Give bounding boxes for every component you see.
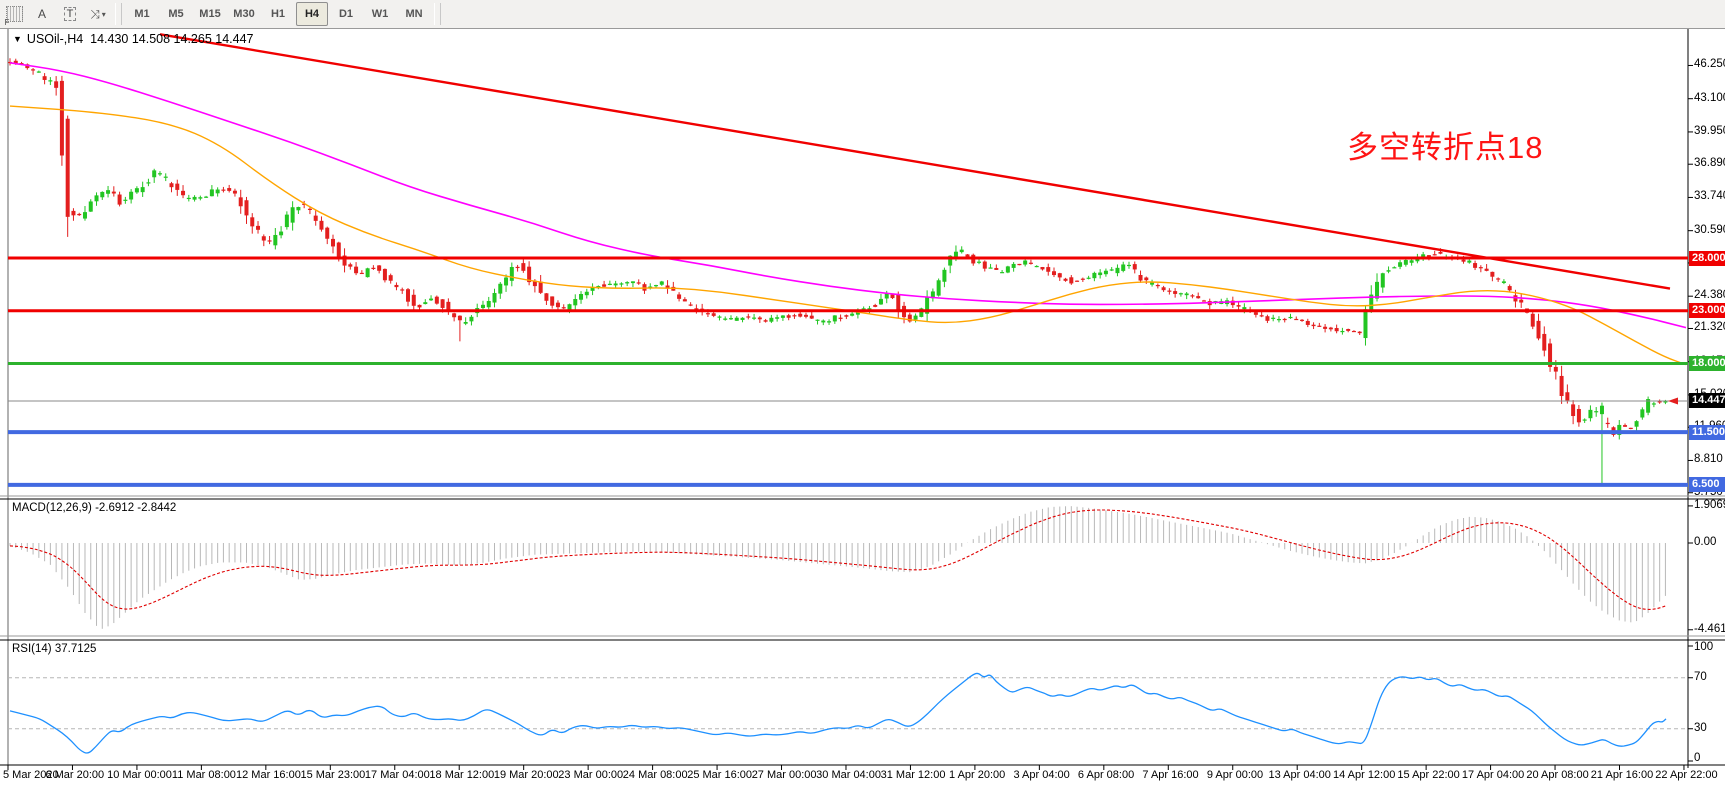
time-axis-label: 11 Mar 08:00	[171, 769, 236, 781]
price-axis-label: 30.590	[1694, 223, 1725, 236]
price-axis-label: 43.100	[1694, 91, 1725, 104]
time-axis-label: 5 Mar 2020	[3, 769, 59, 781]
chevron-down-icon: ▾	[101, 9, 106, 19]
cursor-arrows-icon[interactable]: ⤨ ▾	[90, 6, 106, 21]
chart-grid-icon[interactable]: F	[1, 2, 27, 27]
text-label-icon[interactable]: A	[37, 7, 46, 21]
ohlc-values: 14.430 14.508 14.265 14.447	[90, 32, 254, 46]
time-axis-label: 15 Apr 22:00	[1397, 769, 1460, 781]
timeframe-button-h1[interactable]: H1	[270, 8, 286, 20]
macd-axis-label: 0.00	[1694, 536, 1717, 548]
timeframe-button-mn[interactable]: MN	[405, 8, 423, 20]
time-axis-label: 10 Mar 00:00	[107, 769, 172, 781]
macd-axis-label: -4.4614	[1694, 622, 1725, 635]
timeframe-button-h4[interactable]: H4	[296, 2, 328, 26]
time-axis-label: 19 Mar 20:00	[493, 769, 559, 781]
level-price-badge: 18.000	[1689, 356, 1725, 371]
time-axis-label: 30 Mar 04:00	[816, 769, 881, 781]
toolbar-left-icons: F A T ⤨ ▾	[0, 0, 112, 28]
symbol-name: USOil-,H4	[26, 32, 84, 46]
time-axis-label: 17 Apr 04:00	[1461, 769, 1525, 781]
text-box-icon[interactable]: T	[57, 2, 83, 26]
time-axis-label: 27 Mar 00:00	[751, 769, 817, 781]
time-axis-label: 24 Mar 08:00	[622, 769, 688, 781]
level-price-badge: 6.500	[1689, 477, 1725, 493]
macd-layer	[9, 506, 1666, 629]
timeframe-button-w1[interactable]: W1	[371, 8, 389, 20]
timeframe-buttons: M1 M5 M15 M30 H1 H4 D1 W1 MN	[125, 0, 431, 28]
rsi-axis-label: 100	[1694, 641, 1714, 653]
time-axis-label: 7 Apr 16:00	[1142, 769, 1199, 781]
macd-axis-label: 1.9069	[1694, 498, 1725, 511]
time-axis-label: 17 Mar 04:00	[364, 769, 430, 781]
time-axis-label: 12 Mar 16:00	[236, 769, 301, 781]
rsi-axis-label: 70	[1694, 670, 1707, 683]
time-axis-label: 21 Apr 16:00	[1590, 769, 1654, 781]
chart-text-annotation: 多空转折点18	[1347, 130, 1544, 165]
rsi-layer	[8, 672, 1688, 754]
toolbar: F A T ⤨ ▾ M1 M5 M15 M30 H1 H4 D1 W1 MN	[0, 0, 1725, 29]
price-axis-label: 24.380	[1694, 289, 1725, 302]
time-axis-label: 6 Mar 20:00	[45, 769, 105, 781]
level-price-badge: 11.500	[1689, 424, 1725, 440]
time-axis-label: 15 Mar 23:00	[300, 769, 366, 781]
time-axis-label: 23 Mar 00:00	[558, 769, 624, 781]
time-axis-label: 14 Apr 12:00	[1332, 769, 1396, 781]
price-axis-label: 33.740	[1694, 190, 1725, 203]
time-axis-label: 25 Mar 16:00	[687, 769, 753, 781]
toolbar-separator	[434, 3, 441, 25]
time-axis-label: 6 Apr 08:00	[1077, 769, 1135, 781]
timeframe-button-d1[interactable]: D1	[338, 8, 354, 20]
price-axis-label: 36.890	[1694, 157, 1725, 170]
timeframe-button-m15[interactable]: M15	[199, 8, 221, 20]
time-axis-label: 3 Apr 04:00	[1013, 769, 1070, 781]
price-axis-label: 21.320	[1694, 321, 1725, 334]
time-axis-label: 13 Apr 04:00	[1268, 769, 1331, 781]
timeframe-button-m5[interactable]: M5	[168, 8, 184, 20]
price-axis-label: 8.810	[1694, 453, 1723, 466]
time-axis-label: 22 Apr 22:00	[1655, 769, 1718, 781]
time-axis-label: 18 Mar 12:00	[429, 769, 495, 781]
trendline-layer	[159, 33, 1671, 290]
time-axis-label: 1 Apr 20:00	[949, 769, 1006, 781]
time-axis-label: 31 Mar 12:00	[880, 769, 946, 781]
level-price-badge: 23.000	[1689, 303, 1725, 319]
price-axis-label: 39.950	[1694, 124, 1725, 137]
price-axis-label: 46.250	[1694, 58, 1725, 71]
time-axis-label: 20 Apr 08:00	[1526, 769, 1589, 781]
macd-indicator-label: MACD(12,26,9) -2.6912 -2.8442	[12, 502, 177, 514]
rsi-axis-label: 30	[1694, 721, 1707, 734]
time-axis-label: 9 Apr 00:00	[1206, 769, 1264, 781]
chart-canvas[interactable]	[0, 28, 1725, 787]
panel-frames	[0, 29, 1725, 768]
axis-ticks-layer	[7, 64, 1693, 770]
current-price-badge: 14.447	[1689, 393, 1725, 409]
horizontal-levels-layer	[8, 256, 1688, 487]
level-price-badge: 28.000	[1689, 250, 1725, 266]
toolbar-separator	[115, 3, 122, 25]
symbol-dropdown-icon[interactable]: ▼	[13, 34, 22, 44]
timeframe-button-m1[interactable]: M1	[134, 8, 150, 20]
rsi-axis-label: 0	[1694, 752, 1701, 764]
chart-title: ▼ USOil-,H4 14.430 14.508 14.265 14.447	[13, 32, 254, 46]
rsi-indicator-label: RSI(14) 37.7125	[12, 643, 97, 655]
timeframe-button-m30[interactable]: M30	[233, 8, 255, 20]
moving-averages-layer	[9, 62, 1687, 366]
